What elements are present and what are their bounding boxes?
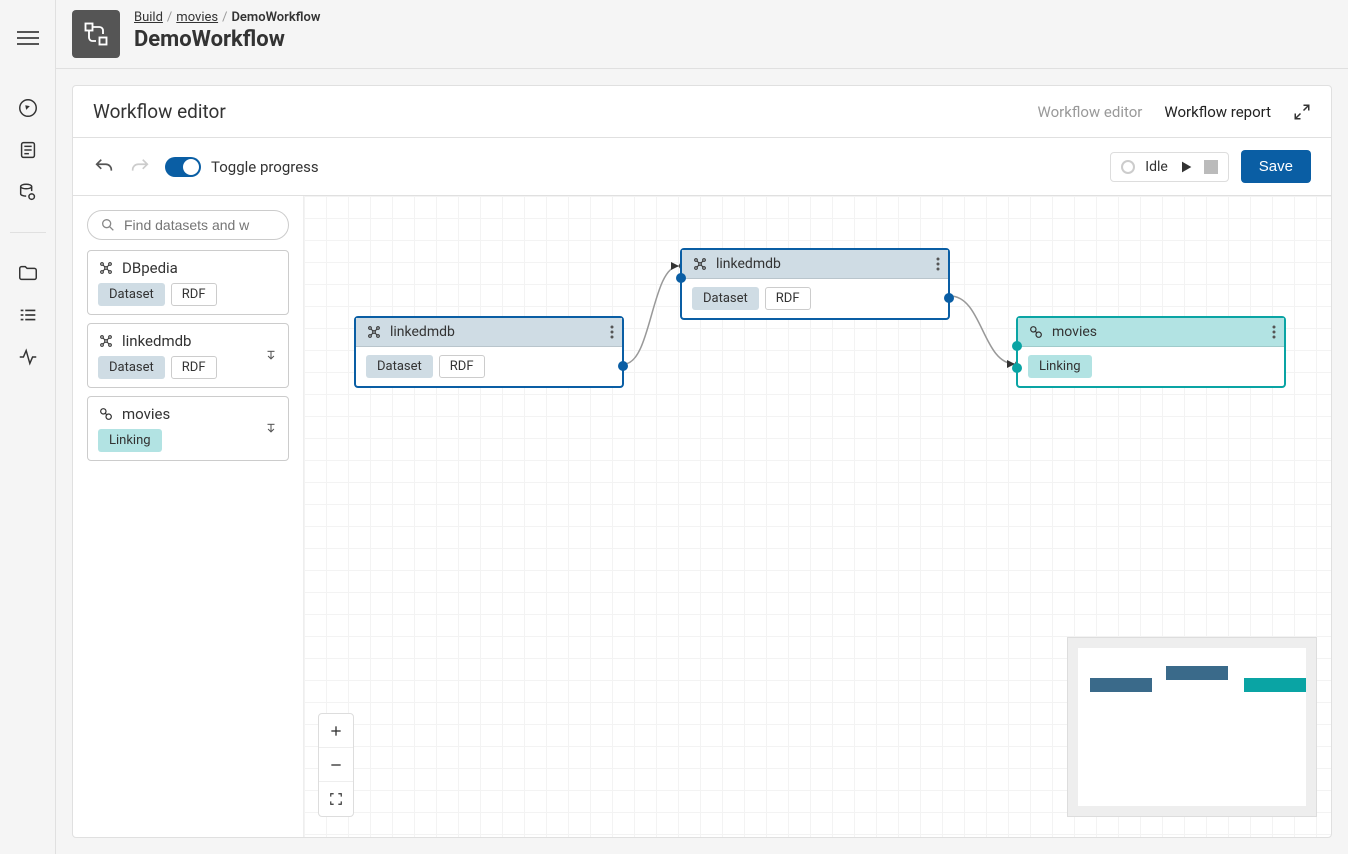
palette: DBpedia Dataset RDF linkedmdb Dataset RDF movi… <box>73 196 303 837</box>
tag-linking: Linking <box>1028 355 1092 378</box>
page-title: DemoWorkflow <box>134 27 320 52</box>
expand-icon[interactable] <box>1293 103 1311 121</box>
activity-icon[interactable] <box>16 345 40 369</box>
undo-button[interactable] <box>93 156 115 178</box>
node-output-port[interactable] <box>944 293 954 303</box>
tag-rdf: RDF <box>765 287 811 310</box>
node-output-port[interactable] <box>618 361 628 371</box>
tag-rdf: RDF <box>171 356 217 379</box>
tab-editor[interactable]: Workflow editor <box>1038 103 1143 121</box>
fit-view-button[interactable] <box>319 782 353 816</box>
workflow-canvas[interactable]: linkedmdb Dataset RDF linkedmdb Dataset RDF mo… <box>304 196 1331 837</box>
tag-rdf: RDF <box>439 355 485 378</box>
status-indicator-icon <box>1121 160 1135 174</box>
database-icon[interactable] <box>16 180 40 204</box>
graph-icon <box>98 333 114 349</box>
search-input[interactable] <box>124 217 276 233</box>
status-box: Idle <box>1110 152 1229 182</box>
status-text: Idle <box>1145 159 1168 175</box>
rows-icon[interactable] <box>16 303 40 327</box>
graph-icon <box>692 256 708 272</box>
palette-item[interactable]: linkedmdb Dataset RDF <box>87 323 289 388</box>
tag-rdf: RDF <box>171 283 217 306</box>
play-button[interactable] <box>1178 159 1194 175</box>
workflow-node[interactable]: linkedmdb Dataset RDF <box>680 248 950 320</box>
tag-linking: Linking <box>98 429 162 452</box>
breadcrumb-current: DemoWorkflow <box>231 10 320 25</box>
palette-item[interactable]: DBpedia Dataset RDF <box>87 250 289 315</box>
workflow-node[interactable]: linkedmdb Dataset RDF <box>354 316 624 388</box>
page-header: Build/movies/DemoWorkflow DemoWorkflow <box>56 0 1348 69</box>
node-menu-button[interactable] <box>1272 325 1276 339</box>
node-input-port[interactable] <box>676 273 686 283</box>
node-menu-button[interactable] <box>936 257 940 271</box>
nav-separator <box>10 232 46 233</box>
minimap-node <box>1090 678 1152 692</box>
link-icon <box>98 406 114 422</box>
toggle-progress[interactable] <box>165 157 201 177</box>
tag-dataset: Dataset <box>366 355 433 378</box>
insert-arrow-icon[interactable] <box>264 347 278 365</box>
palette-item[interactable]: movies Linking <box>87 396 289 461</box>
search-input-wrap[interactable] <box>87 210 289 240</box>
folder-icon[interactable] <box>16 261 40 285</box>
toggle-label: Toggle progress <box>211 158 319 176</box>
save-button[interactable]: Save <box>1241 150 1311 183</box>
search-icon <box>100 217 116 233</box>
tag-dataset: Dataset <box>98 356 165 379</box>
palette-item-name: movies <box>122 405 170 423</box>
minimap-node <box>1244 678 1306 692</box>
breadcrumb: Build/movies/DemoWorkflow <box>134 10 320 25</box>
palette-item-name: DBpedia <box>122 259 178 277</box>
menu-toggle-button[interactable] <box>0 10 56 66</box>
node-input-port[interactable] <box>1012 363 1022 373</box>
redo-button[interactable] <box>129 156 151 178</box>
compass-icon[interactable] <box>16 96 40 120</box>
workflow-node[interactable]: movies Linking <box>1016 316 1286 388</box>
minimap[interactable] <box>1067 637 1317 817</box>
workflow-icon <box>72 10 120 58</box>
breadcrumb-root[interactable]: Build <box>134 10 163 25</box>
breadcrumb-project[interactable]: movies <box>176 10 218 25</box>
left-nav <box>0 0 56 854</box>
tag-dataset: Dataset <box>692 287 759 310</box>
tab-report[interactable]: Workflow report <box>1164 103 1271 121</box>
tag-dataset: Dataset <box>98 283 165 306</box>
card-title: Workflow editor <box>93 100 226 123</box>
stop-button[interactable] <box>1204 160 1218 174</box>
minimap-node <box>1166 666 1228 680</box>
list-icon[interactable] <box>16 138 40 162</box>
node-name: linkedmdb <box>716 256 781 272</box>
palette-item-name: linkedmdb <box>122 332 192 350</box>
insert-arrow-icon[interactable] <box>264 420 278 438</box>
zoom-controls <box>318 713 354 817</box>
graph-icon <box>366 324 382 340</box>
graph-icon <box>98 260 114 276</box>
node-input-port[interactable] <box>1012 341 1022 351</box>
zoom-out-button[interactable] <box>319 748 353 782</box>
link-icon <box>1028 324 1044 340</box>
node-name: movies <box>1052 324 1097 340</box>
zoom-in-button[interactable] <box>319 714 353 748</box>
node-menu-button[interactable] <box>610 325 614 339</box>
node-name: linkedmdb <box>390 324 455 340</box>
